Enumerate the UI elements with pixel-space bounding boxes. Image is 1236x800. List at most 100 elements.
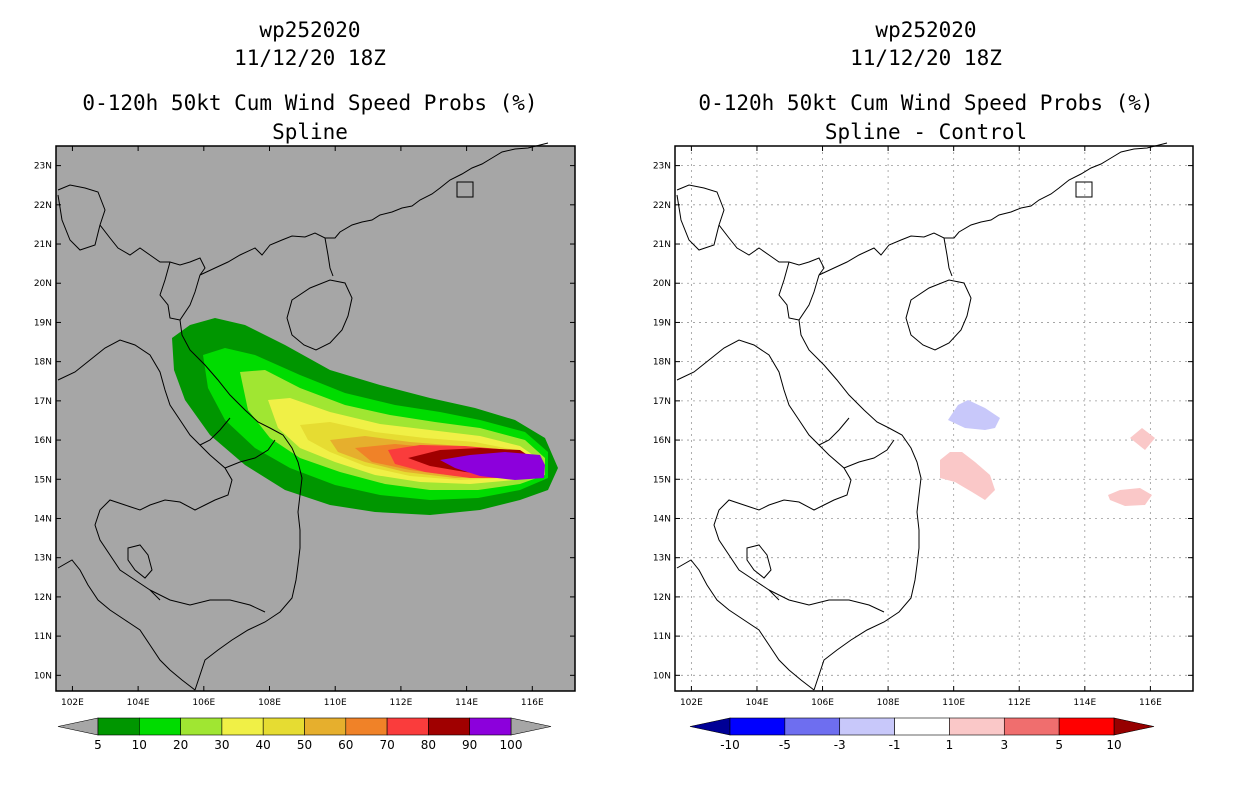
lat-tick-label: 19N: [34, 318, 52, 328]
lon-tick-label: 106E: [811, 698, 834, 708]
colorbar-label: 3: [1000, 738, 1008, 752]
lon-tick-label: 112E: [1008, 698, 1031, 708]
colorbar-swatch: [428, 717, 470, 736]
lat-tick-label: 18N: [653, 358, 671, 368]
lon-tick-label: 108E: [258, 698, 281, 708]
lat-tick-label: 11N: [653, 632, 671, 642]
colorbar-label: 10: [132, 738, 147, 752]
colorbar-swatch: [139, 717, 181, 736]
lat-tick-label: 17N: [653, 397, 671, 407]
lon-tick-label: 102E: [680, 698, 703, 708]
colorbar-label: -1: [889, 738, 901, 752]
lon-tick-label: 116E: [1139, 698, 1162, 708]
prob-swath: [172, 318, 558, 515]
diff-patch-positive-3: [1108, 488, 1152, 506]
diff-patch-positive-2: [1130, 428, 1155, 450]
diff-patch-positive-1: [940, 452, 995, 500]
right-map: 10N 11N 12N 13N 14N 15N 16N 17N 18N 19N 20N 21N 22N 2…: [653, 142, 1194, 708]
lat-tick-label: 20N: [34, 279, 52, 289]
lat-tick-label: 17N: [34, 397, 52, 407]
colorbar-label: 10: [1106, 738, 1121, 752]
left-title-product: 0-120h 50kt Cum Wind Speed Probs (%): [82, 91, 538, 115]
colorbar-label: 60: [338, 738, 353, 752]
lon-tick-label: 110E: [324, 698, 347, 708]
colorbar-swatch: [784, 717, 841, 736]
lat-tick-label: 19N: [653, 318, 671, 328]
colorbar-swatch: [180, 717, 223, 736]
lon-tick-label: 114E: [1073, 698, 1096, 708]
colorbar-label: 50: [297, 738, 312, 752]
colorbar-label: 80: [421, 738, 436, 752]
lat-tick-label: 15N: [653, 475, 671, 485]
colorbar-swatch: [729, 717, 786, 736]
lat-tick-label: 18N: [34, 358, 52, 368]
lat-tick-label: 21N: [34, 240, 52, 250]
right-colorbar: -10 -5 -3 -1 1 3 5 10: [689, 717, 1155, 752]
lat-tick-label: 14N: [653, 514, 671, 524]
left-map-frame: [55, 145, 576, 692]
lat-tick-label: 10N: [653, 671, 671, 681]
lat-tick-label: 22N: [653, 201, 671, 211]
lat-tick-label: 23N: [34, 162, 52, 172]
colorbar-label: 1: [946, 738, 954, 752]
colorbar-label: 5: [1055, 738, 1063, 752]
colorbar-swatch: [345, 717, 388, 736]
lon-tick-label: 112E: [389, 698, 412, 708]
lat-tick-label: 16N: [653, 436, 671, 446]
colorbar-label: -3: [834, 738, 846, 752]
colorbar-swatch: [221, 717, 264, 736]
lon-tick-label: 116E: [521, 698, 544, 708]
lon-tick-label: 110E: [942, 698, 965, 708]
right-title-storm: wp252020: [875, 18, 977, 42]
colorbar-end-arrow: [689, 717, 731, 736]
lat-tick-label: 11N: [34, 632, 52, 642]
colorbar-label: -10: [720, 738, 740, 752]
lat-tick-label: 12N: [653, 593, 671, 603]
lat-tick-label: 13N: [34, 554, 52, 564]
lat-tick-label: 20N: [653, 279, 671, 289]
lon-tick-label: 104E: [127, 698, 150, 708]
lon-tick-label: 108E: [877, 698, 900, 708]
right-title-product: 0-120h 50kt Cum Wind Speed Probs (%): [698, 91, 1154, 115]
colorbar-swatch: [949, 717, 1005, 736]
colorbar-swatch: [469, 717, 512, 736]
colorbar-label: -5: [779, 738, 791, 752]
lat-tick-label: 22N: [34, 201, 52, 211]
colorbar-swatch: [304, 717, 347, 736]
left-axis-ticks: 10N 11N 12N 13N 14N 15N 16N 17N 18N 19N 20N 21N 22N 2…: [34, 146, 575, 708]
colorbar-label: 5: [94, 738, 102, 752]
colorbar-swatch: [839, 717, 895, 736]
lat-tick-label: 21N: [653, 240, 671, 250]
colorbar-swatch: [386, 717, 429, 736]
colorbar-label: 40: [256, 738, 271, 752]
left-colorbar: 5 10 20 30 40 50 60 70 80 90 100: [57, 717, 552, 752]
colorbar-end-arrow: [510, 717, 552, 736]
lon-tick-label: 102E: [61, 698, 84, 708]
lat-tick-label: 13N: [653, 554, 671, 564]
prob-band-90: [440, 452, 545, 480]
right-gridlines: [675, 146, 1193, 691]
lat-tick-label: 12N: [34, 593, 52, 603]
right-title-date: 11/12/20 18Z: [850, 46, 1002, 70]
colorbar-label: 100: [500, 738, 523, 752]
lat-tick-label: 16N: [34, 436, 52, 446]
colorbar-swatch: [1058, 717, 1115, 736]
colorbar-swatch: [894, 717, 950, 736]
colorbar-label: 20: [173, 738, 188, 752]
diff-patches: [940, 400, 1155, 506]
lat-tick-label: 23N: [653, 162, 671, 172]
lat-tick-label: 15N: [34, 475, 52, 485]
right-map-frame: [674, 145, 1194, 692]
diff-patch-negative: [948, 400, 1000, 430]
lon-tick-label: 106E: [192, 698, 215, 708]
colorbar-swatch: [1003, 717, 1060, 736]
left-title-method: Spline: [272, 120, 348, 144]
colorbar-label: 70: [379, 738, 394, 752]
lat-tick-label: 10N: [34, 671, 52, 681]
colorbar-swatch: [262, 717, 305, 736]
lat-tick-label: 14N: [34, 514, 52, 524]
left-map: 10N 11N 12N 13N 14N 15N 16N 17N 18N 19N 20N 21N 22N 2…: [34, 142, 576, 708]
right-map-background: [675, 146, 1193, 691]
right-axis-ticks: 10N 11N 12N 13N 14N 15N 16N 17N 18N 19N 20N 21N 22N 2…: [653, 146, 1193, 708]
